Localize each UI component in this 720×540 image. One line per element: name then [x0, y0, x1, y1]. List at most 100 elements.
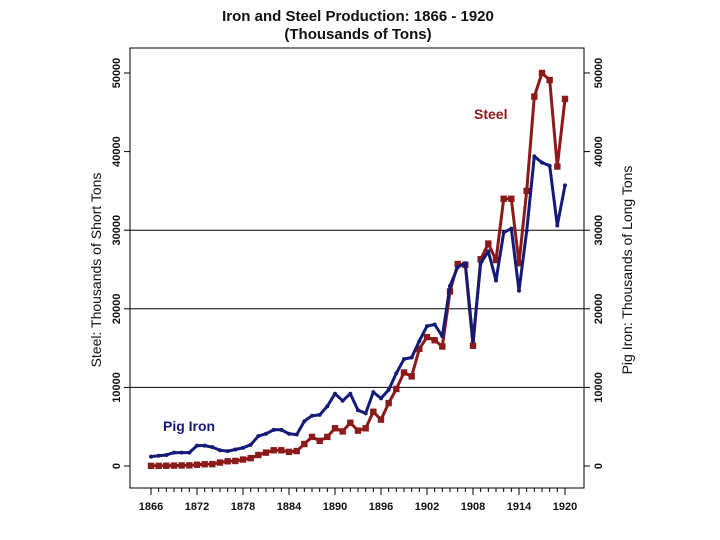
pig-iron-point: [509, 226, 514, 231]
left-y-tick-label: 20000: [111, 294, 123, 325]
pig-iron-point: [264, 431, 268, 436]
pig-iron-point: [455, 265, 460, 270]
pig-iron-point: [363, 411, 368, 416]
right-y-tick-label: 40000: [593, 136, 605, 167]
steel-point: [408, 373, 415, 380]
pig-iron-point: [501, 230, 506, 235]
pig-iron-point: [471, 339, 475, 344]
steel-point: [431, 337, 438, 344]
x-tick-label: 1920: [553, 501, 577, 513]
pig-iron-point: [555, 223, 560, 228]
chart-title: Iron and Steel Production: 1866 - 1920: [222, 8, 494, 25]
left-y-tick-label: 0: [111, 463, 123, 469]
pig-iron-point: [333, 391, 337, 396]
steel-point: [147, 462, 155, 470]
left-y-tick-label: 40000: [111, 136, 123, 167]
pig-iron-point: [371, 390, 376, 395]
right-y-tick-label: 50000: [593, 58, 605, 89]
steel-point: [508, 195, 515, 202]
pig-iron-point: [402, 357, 406, 362]
steel-point: [163, 462, 170, 469]
pig-iron-point: [294, 432, 299, 437]
pig-iron-point: [310, 413, 314, 418]
x-axis: 1866 1872 1878 1884 1890 1896 1902 1908 1914 1920: [139, 488, 577, 513]
steel-point: [186, 462, 193, 469]
pig-iron-point: [225, 449, 230, 454]
x-tick-label: 1914: [507, 501, 532, 513]
steel-point: [354, 427, 362, 434]
pig-iron-point: [302, 419, 307, 424]
pig-iron-point: [524, 228, 529, 233]
pig-iron-point: [348, 391, 353, 396]
x-tick-label: 1890: [323, 501, 347, 513]
steel-point: [423, 333, 431, 341]
left-y-tick-label: 50000: [111, 58, 123, 89]
right-y-axis: 0 10000 20000 30000 40000 50000: [584, 58, 605, 469]
steel-point: [270, 447, 277, 454]
pig-iron-series-label: Pig Iron: [163, 418, 215, 434]
steel-point: [308, 433, 316, 441]
x-tick-label: 1872: [185, 501, 209, 513]
steel-point: [561, 95, 569, 103]
plot-frame: [129, 47, 585, 489]
steel-point: [255, 451, 262, 459]
steel-point: [393, 385, 400, 393]
chart-subtitle: (Thousands of Tons): [284, 26, 431, 43]
pig-iron-point: [417, 339, 422, 344]
steel-point: [416, 345, 423, 353]
steel-point: [538, 69, 546, 77]
steel-point: [262, 449, 270, 456]
steel-point: [400, 369, 408, 376]
pig-iron-point: [409, 355, 414, 360]
pig-iron-point: [317, 412, 322, 417]
steel-point: [492, 256, 500, 264]
pig-iron-point: [540, 160, 544, 165]
steel-point: [178, 462, 185, 469]
steel-point: [515, 260, 523, 267]
pig-iron-point: [149, 454, 153, 459]
pig-iron-point: [356, 408, 360, 413]
left-y-tick-label: 30000: [111, 215, 123, 246]
steel-series-label: Steel: [474, 106, 507, 122]
steel-point: [454, 260, 461, 268]
steel-point: [554, 163, 561, 170]
steel-point: [439, 343, 446, 350]
steel-point: [293, 447, 300, 455]
steel-point: [385, 399, 392, 407]
pig-iron-point: [156, 453, 161, 458]
pig-iron-point: [394, 371, 399, 376]
pig-iron-point: [379, 396, 383, 401]
steel-point: [193, 461, 201, 468]
steel-point: [469, 342, 477, 349]
pig-iron-point: [256, 434, 261, 439]
pig-iron-point: [279, 427, 284, 432]
x-tick-label: 1884: [277, 501, 302, 513]
left-axis-label: Steel: Thousands of Short Tons: [88, 173, 104, 368]
pig-iron-point: [233, 447, 238, 452]
steel-point: [301, 440, 308, 448]
pig-iron-point: [494, 278, 498, 283]
steel-point: [285, 448, 293, 456]
steel-point: [347, 419, 354, 426]
x-tick-label: 1878: [231, 501, 255, 513]
left-y-axis: 0 10000 20000 30000 40000 50000: [111, 58, 130, 469]
pig-iron-point: [218, 448, 222, 453]
steel-point: [232, 457, 239, 465]
pig-iron-point: [440, 334, 445, 339]
steel-point: [324, 433, 331, 441]
steel-point: [247, 454, 254, 462]
x-tick-label: 1896: [369, 501, 393, 513]
x-tick-label: 1866: [139, 501, 163, 513]
pig-iron-point: [287, 431, 291, 436]
right-y-tick-label: 20000: [593, 294, 605, 325]
steel-point: [546, 76, 553, 84]
pig-iron-point: [547, 163, 552, 168]
pig-iron-point: [463, 261, 468, 266]
pig-iron-point: [517, 288, 521, 293]
steel-point: [239, 456, 247, 463]
steel-point: [224, 458, 231, 465]
right-y-tick-label: 30000: [593, 215, 605, 246]
pig-iron-point: [210, 445, 215, 450]
pig-iron-point: [448, 284, 452, 289]
